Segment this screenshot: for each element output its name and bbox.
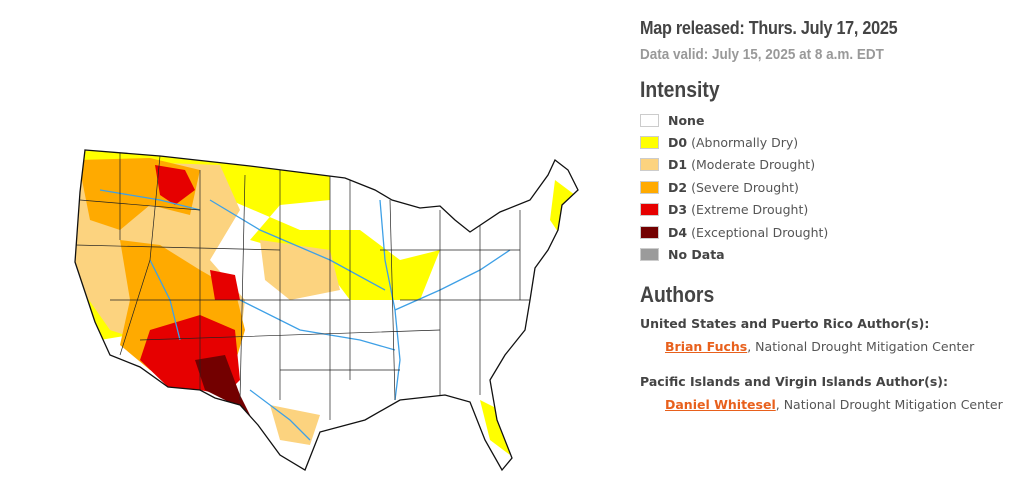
author-link[interactable]: Brian Fuchs	[665, 338, 748, 354]
intensity-legend: None D0 (Abnormally Dry) D1 (Moderate Drough…	[640, 109, 1020, 266]
data-valid-date: Data valid: July 15, 2025 at 8 a.m. EDT	[640, 46, 884, 63]
legend-swatch	[640, 203, 659, 217]
legend-label: (Moderate Drought)	[691, 157, 816, 173]
legend-label: (Abnormally Dry)	[691, 135, 799, 151]
rivers	[99, 189, 511, 441]
legend-item: None	[640, 109, 1020, 131]
legend-code: D4	[668, 224, 688, 240]
legend-item: No Data	[640, 243, 1020, 265]
legend-item: D4 (Exceptional Drought)	[640, 221, 1020, 243]
author-link[interactable]: Daniel Whitesel	[665, 396, 776, 412]
legend-item: D0 (Abnormally Dry)	[640, 131, 1020, 153]
author-org: , National Drought Mitigation Center	[775, 396, 1003, 412]
legend-item: D1 (Moderate Drought)	[640, 154, 1020, 176]
state-borders	[75, 150, 530, 420]
us-drought-map	[74, 149, 579, 471]
d3-region	[155, 165, 195, 205]
legend-swatch	[640, 225, 659, 239]
legend-code: D0	[668, 135, 688, 151]
author-org: , National Drought Mitigation Center	[747, 338, 975, 354]
legend-code: D2	[668, 179, 688, 195]
pacific-author-line: Daniel Whitesel, National Drought Mitiga…	[665, 397, 1020, 412]
d0-region	[480, 400, 510, 455]
legend-label: (Extreme Drought)	[691, 202, 809, 218]
legend-item: D2 (Severe Drought)	[640, 176, 1020, 198]
legend-swatch	[640, 180, 659, 194]
pacific-authors-heading: Pacific Islands and Virgin Islands Autho…	[640, 373, 948, 389]
legend-swatch	[640, 248, 659, 262]
legend-swatch	[640, 136, 659, 150]
us-author-line: Brian Fuchs, National Drought Mitigation…	[665, 339, 1020, 354]
map-released-date: Map released: Thurs. July 17, 2025	[640, 18, 898, 38]
legend-label: (Severe Drought)	[691, 179, 799, 195]
legend-label: None	[668, 112, 705, 128]
us-authors-heading: United States and Puerto Rico Author(s):	[640, 315, 930, 331]
legend-label: No Data	[668, 247, 725, 263]
legend-label: (Exceptional Drought)	[691, 224, 829, 240]
legend-swatch	[640, 158, 659, 172]
legend-item: D3 (Extreme Drought)	[640, 199, 1020, 221]
legend-code: D3	[668, 202, 688, 218]
d3-region	[210, 270, 240, 300]
legend-code: D1	[668, 157, 688, 173]
authors-heading: Authors	[640, 281, 715, 307]
legend-swatch	[640, 113, 659, 127]
intensity-heading: Intensity	[640, 77, 720, 102]
